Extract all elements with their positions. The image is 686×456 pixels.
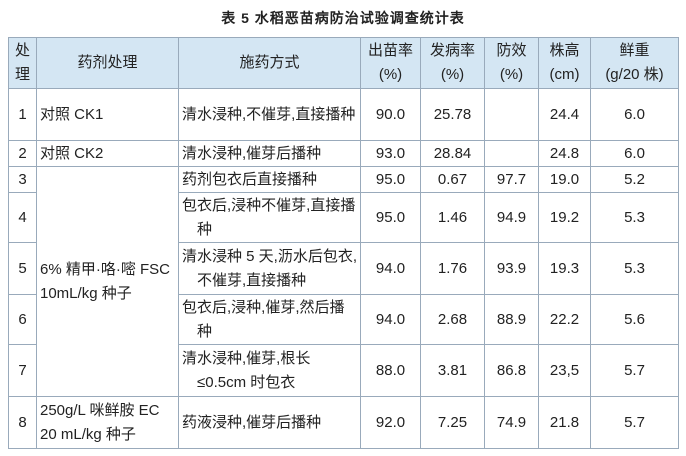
emergence-cell: 92.0 — [360, 396, 421, 449]
header-cell: 发病率 (%) — [420, 37, 485, 89]
row-id: 2 — [8, 140, 37, 167]
table-row: 2 对照 CK2 清水浸种,催芽后播种 93.0 28.84 24.8 6.0 — [8, 140, 679, 167]
header-label: 发病率 — [429, 42, 475, 59]
incidence-cell: 28.84 — [420, 140, 485, 167]
header-label: 鲜重 — [619, 42, 650, 59]
incidence-cell: 1.46 — [420, 192, 485, 243]
header-label: 药剂处理 — [77, 54, 138, 71]
emergence-cell: 94.0 — [360, 242, 421, 295]
table-row: 3 6% 精甲·咯·嘧 FSC 10mL/kg 种子 药剂包衣后直接播种 95.0 0.… — [8, 166, 679, 397]
incidence-cell: 1.76 — [420, 242, 485, 295]
table-row: 5 清水浸种 5 天,沥水后包衣,不催芽,直接播种 94.0 1.76 93.9 19.3… — [8, 242, 679, 295]
incidence-cell: 2.68 — [420, 294, 485, 345]
method-cell: 药液浸种,催芽后播种 — [178, 396, 361, 449]
header-cell: 施药方式 — [178, 37, 361, 89]
height-cell: 22.2 — [538, 294, 591, 345]
incidence-cell: 3.81 — [420, 344, 485, 397]
agent-cell: 6% 精甲·咯·嘧 FSC 10mL/kg 种子 — [36, 166, 179, 397]
header-cell: 出苗率 (%) — [360, 37, 421, 89]
weight-cell: 5.3 — [590, 242, 679, 295]
row-id: 7 — [8, 344, 37, 397]
row-id: 1 — [8, 88, 37, 141]
header-cell: 鲜重 (g/20 株) — [590, 37, 679, 89]
header-label: 处理 — [14, 42, 30, 83]
height-cell: 21.8 — [538, 396, 591, 449]
row-id: 3 — [8, 166, 37, 193]
header-label: 施药方式 — [239, 54, 300, 71]
height-cell: 24.4 — [538, 88, 591, 141]
header-unit: (g/20 株) — [605, 66, 664, 83]
method-cell: 药剂包衣后直接播种 — [178, 166, 361, 193]
weight-cell: 5.3 — [590, 192, 679, 243]
table-row: 7 清水浸种,催芽,根长≤0.5cm 时包衣 88.0 3.81 86.8 23,5 5.7 — [8, 344, 679, 397]
emergence-cell: 95.0 — [360, 166, 421, 193]
row-id: 4 — [8, 192, 37, 243]
weight-cell: 5.7 — [590, 344, 679, 397]
emergence-cell: 95.0 — [360, 192, 421, 243]
height-cell: 19.0 — [538, 166, 591, 193]
header-cell: 药剂处理 — [36, 37, 179, 89]
method-cell: 包衣后,浸种不催芽,直接播种 — [178, 192, 361, 243]
height-cell: 19.3 — [538, 242, 591, 295]
incidence-cell: 7.25 — [420, 396, 485, 449]
row-id: 8 — [8, 396, 37, 449]
header-unit: (%) — [440, 66, 465, 83]
agent-cell: 对照 CK1 — [36, 88, 179, 141]
method-cell: 清水浸种,不催芽,直接播种 — [178, 88, 361, 141]
header-label: 出苗率 — [367, 42, 413, 59]
efficacy-cell: 94.9 — [484, 192, 539, 243]
header-label: 防效 — [496, 42, 527, 59]
weight-cell: 5.2 — [590, 166, 679, 193]
empty-cell — [484, 88, 539, 141]
efficacy-cell: 93.9 — [484, 242, 539, 295]
incidence-cell: 0.67 — [420, 166, 485, 193]
weight-cell: 5.6 — [590, 294, 679, 345]
header-unit: (%) — [499, 66, 524, 83]
weight-cell: 6.0 — [590, 140, 679, 167]
row-id: 5 — [8, 242, 37, 295]
weight-cell: 6.0 — [590, 88, 679, 141]
method-cell: 清水浸种 5 天,沥水后包衣,不催芽,直接播种 — [178, 242, 361, 295]
method-cell: 包衣后,浸种,催芽,然后播种 — [178, 294, 361, 345]
header-cell: 处理 — [8, 37, 37, 89]
table-row: 8 250g/L 咪鲜胺 EC 20 mL/kg 种子 药液浸种,催芽后播种 92.0… — [8, 396, 679, 449]
table-row: 1 对照 CK1 清水浸种,不催芽,直接播种 90.0 25.78 24.4 6.0 — [8, 88, 679, 141]
efficacy-cell: 86.8 — [484, 344, 539, 397]
height-cell: 19.2 — [538, 192, 591, 243]
efficacy-cell: 88.9 — [484, 294, 539, 345]
method-cell: 清水浸种,催芽后播种 — [178, 140, 361, 167]
table-title: 表 5 水稻恶苗病防治试验调查统计表 — [221, 10, 465, 26]
agent-cell: 对照 CK2 — [36, 140, 179, 167]
header-unit: (%) — [378, 66, 403, 83]
header-cell: 防效 (%) — [484, 37, 539, 89]
row-id: 6 — [8, 294, 37, 345]
emergence-cell: 90.0 — [360, 88, 421, 141]
empty-cell — [484, 140, 539, 167]
incidence-cell: 25.78 — [420, 88, 485, 141]
header-label: 株高 — [549, 42, 580, 59]
emergence-cell: 94.0 — [360, 294, 421, 345]
method-cell: 清水浸种,催芽,根长≤0.5cm 时包衣 — [178, 344, 361, 397]
table-row: 6 包衣后,浸种,催芽,然后播种 94.0 2.68 88.9 22.2 5.6 — [8, 294, 679, 345]
table-row: 4 包衣后,浸种不催芽,直接播种 95.0 1.46 94.9 19.2 5.3 — [8, 192, 679, 243]
efficacy-cell: 74.9 — [484, 396, 539, 449]
emergence-cell: 93.0 — [360, 140, 421, 167]
header-cell: 株高 (cm) — [538, 37, 591, 89]
header-unit: (cm) — [549, 66, 580, 83]
agent-cell: 250g/L 咪鲜胺 EC 20 mL/kg 种子 — [36, 396, 179, 449]
header-row: 处理 药剂处理 施药方式 出苗率 (%) 发病率 (%) 防效 (%) 株高 (cm) 鲜重 (g/20… — [8, 37, 679, 89]
height-cell: 23,5 — [538, 344, 591, 397]
data-table: 处理 药剂处理 施药方式 出苗率 (%) 发病率 (%) 防效 (%) 株高 (cm) 鲜重 (g/20… — [8, 37, 679, 449]
emergence-cell: 88.0 — [360, 344, 421, 397]
efficacy-cell: 97.7 — [484, 166, 539, 193]
weight-cell: 5.7 — [590, 396, 679, 449]
height-cell: 24.8 — [538, 140, 591, 167]
